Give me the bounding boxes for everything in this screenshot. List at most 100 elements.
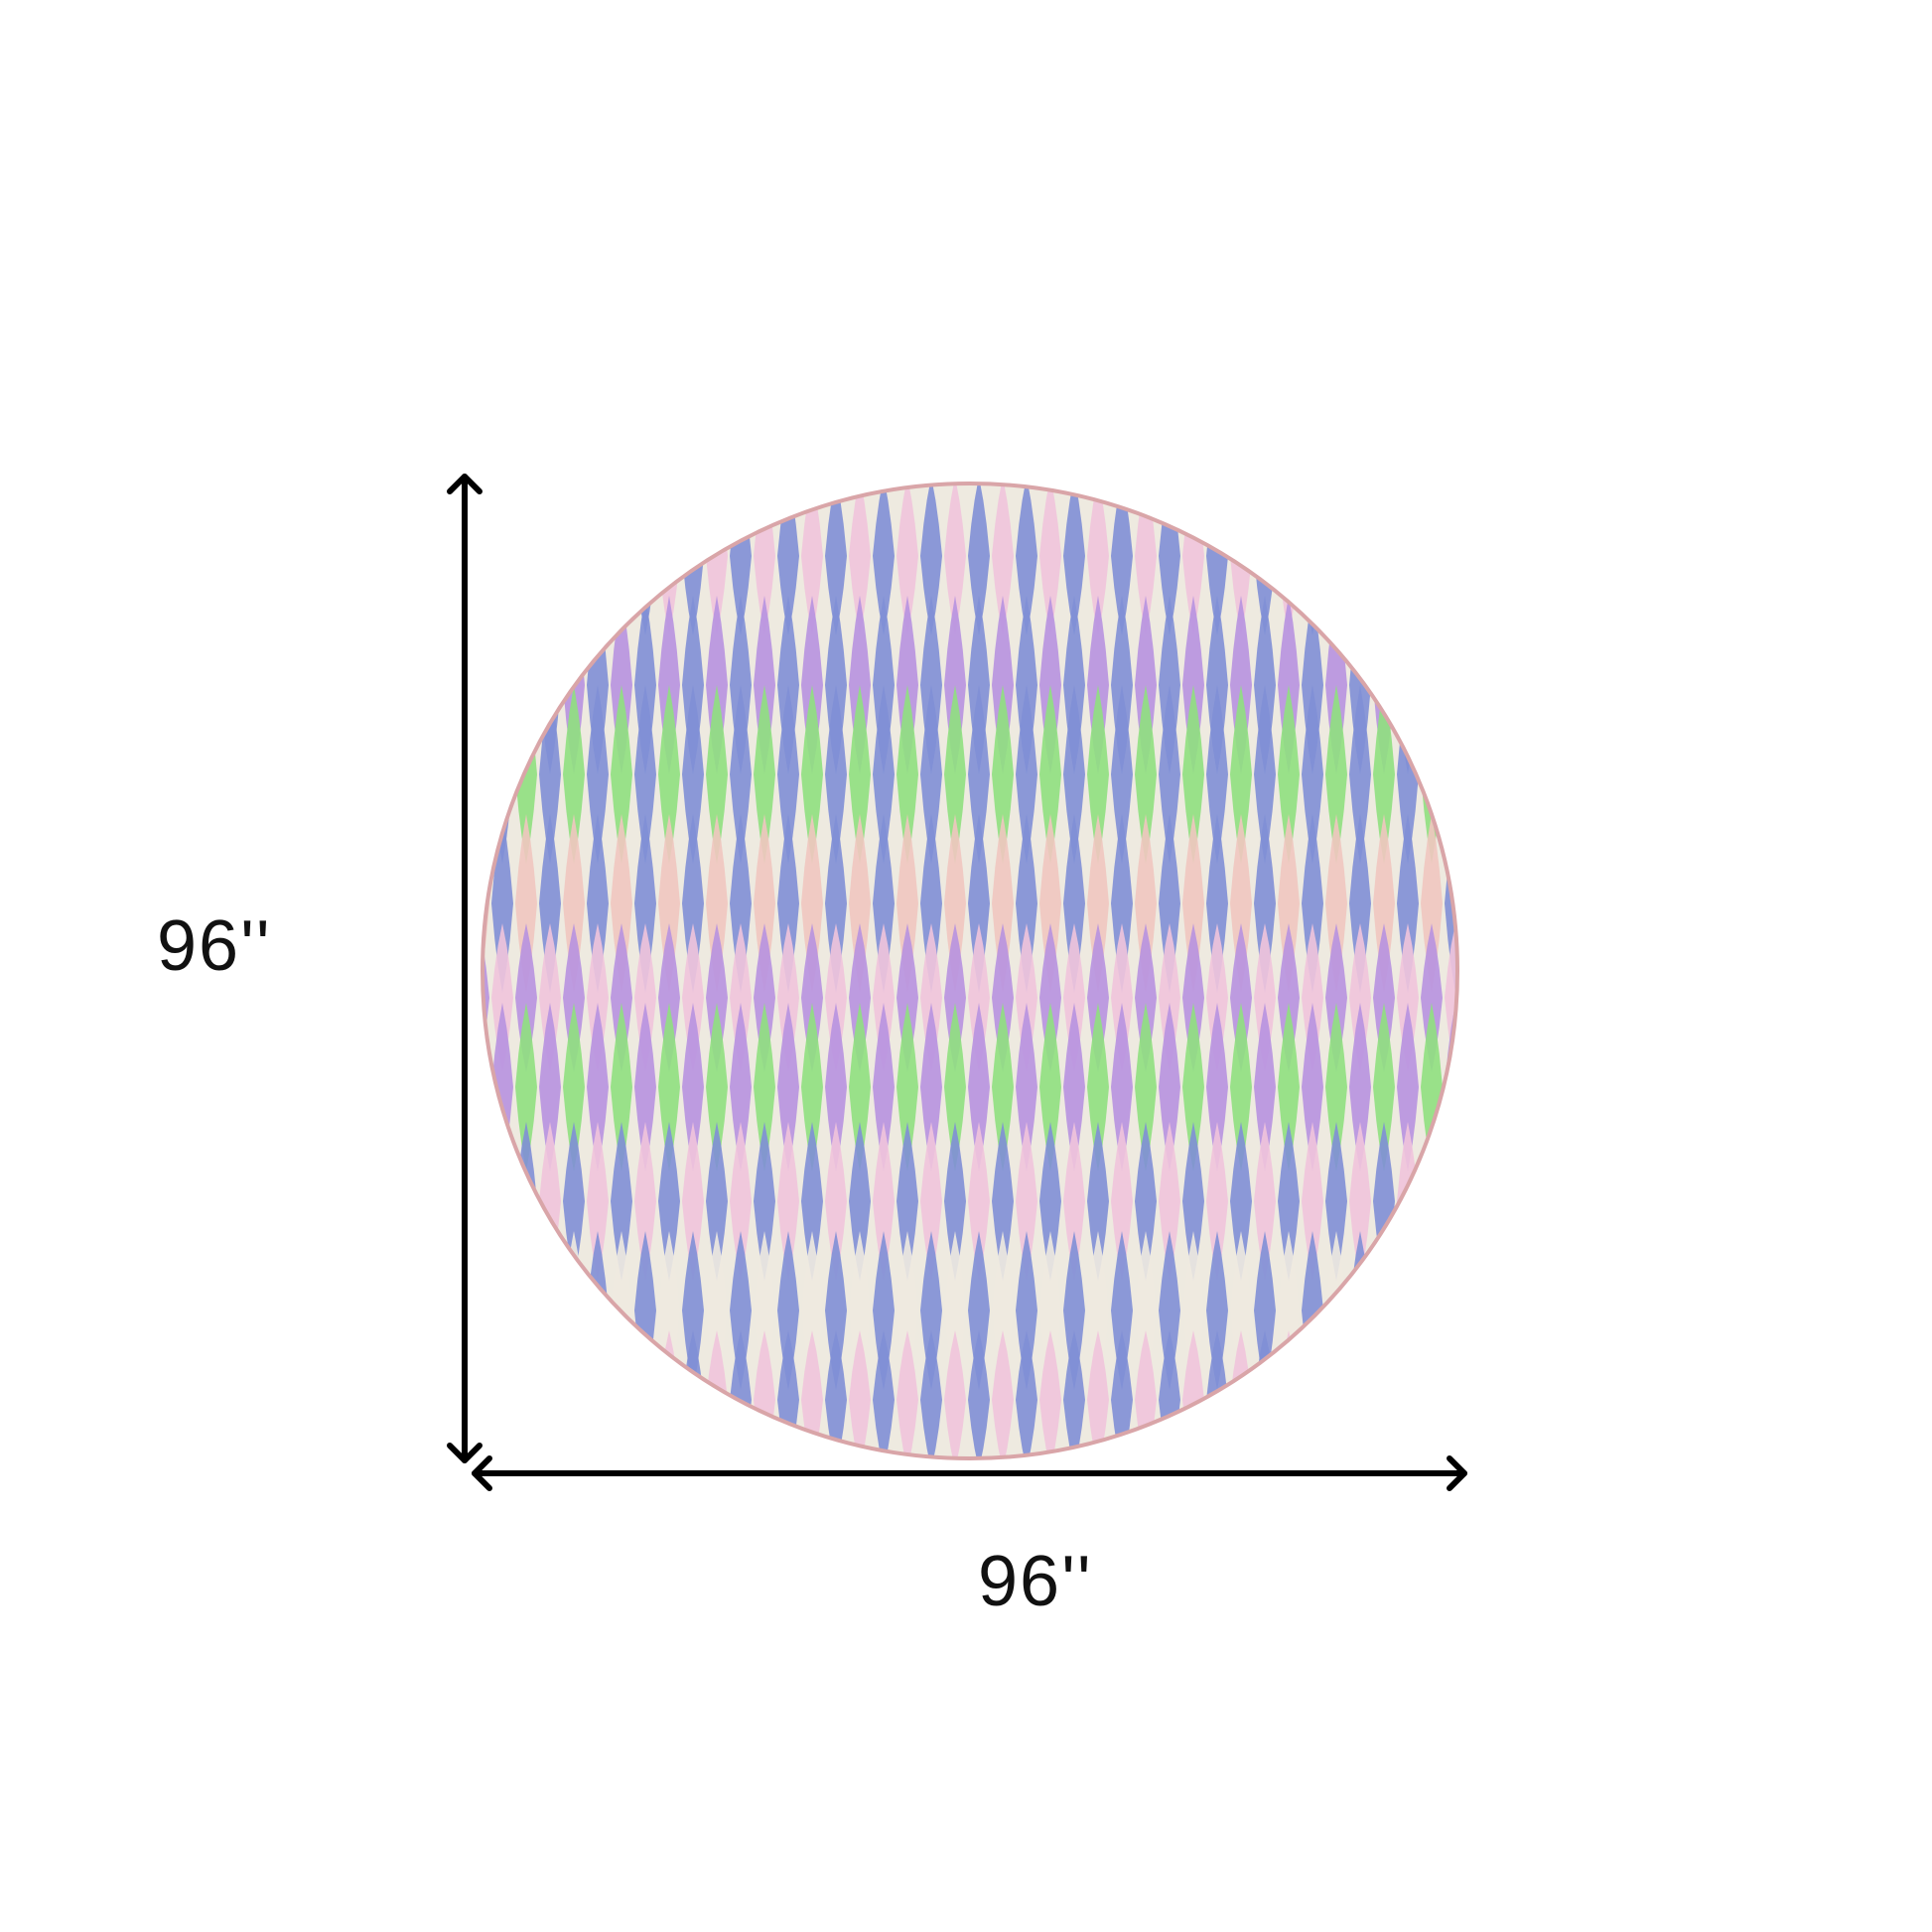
rug-motif bbox=[920, 1330, 942, 1459]
rug-motif bbox=[515, 1330, 537, 1459]
rug-motif bbox=[682, 923, 704, 1072]
rug-motif bbox=[968, 685, 990, 864]
rug-motif bbox=[968, 814, 990, 993]
rug-motif bbox=[539, 1330, 561, 1459]
rug-motif bbox=[1349, 1122, 1371, 1281]
rug-motif bbox=[1302, 483, 1323, 635]
rug-motif bbox=[1135, 685, 1157, 864]
rug-motif bbox=[1135, 1231, 1157, 1390]
rug-motif bbox=[1373, 483, 1395, 635]
rug-motif bbox=[634, 1122, 656, 1281]
rug-motif bbox=[825, 1231, 847, 1390]
rug-motif bbox=[1230, 923, 1252, 1072]
rug-motif bbox=[730, 814, 752, 993]
rug-motif bbox=[825, 483, 847, 635]
rug-motif bbox=[482, 1122, 489, 1281]
rug-motif bbox=[1373, 1330, 1395, 1459]
rug-motif bbox=[1159, 685, 1180, 864]
rug-motif bbox=[1230, 1122, 1252, 1281]
rug-motif bbox=[968, 1330, 990, 1459]
rug-motif bbox=[1349, 1330, 1371, 1459]
width-label: 96'' bbox=[978, 1542, 1093, 1621]
rug-motif bbox=[1397, 1231, 1419, 1390]
rug-motif bbox=[1087, 1231, 1109, 1390]
rug-motif bbox=[777, 685, 799, 864]
rug-motif bbox=[1087, 1330, 1109, 1459]
rug-motif bbox=[944, 814, 966, 993]
rug-motif bbox=[754, 814, 775, 993]
rug-motif bbox=[968, 483, 990, 635]
rug-motif bbox=[515, 1231, 537, 1390]
rug-motif bbox=[1111, 923, 1133, 1072]
rug-motif bbox=[1325, 814, 1347, 993]
rug-motif bbox=[634, 685, 656, 864]
rug-motif bbox=[754, 1231, 775, 1390]
rug-motif bbox=[491, 596, 513, 774]
rug-motif bbox=[1182, 1122, 1204, 1281]
rug-motif bbox=[1302, 1330, 1323, 1459]
rug-motif bbox=[587, 685, 609, 864]
rug-motif bbox=[1206, 1122, 1228, 1281]
rug-motif bbox=[920, 1231, 942, 1390]
rug-motif bbox=[706, 1231, 728, 1390]
rug-motif bbox=[1111, 814, 1133, 993]
rug-motif bbox=[1087, 1122, 1109, 1281]
rug-motif bbox=[1254, 923, 1276, 1072]
rug-motif bbox=[1039, 1330, 1061, 1459]
rug-motif bbox=[801, 1122, 823, 1281]
rug-motif bbox=[1063, 685, 1085, 864]
rug-motif bbox=[1135, 1122, 1157, 1281]
rug-motif bbox=[1016, 923, 1037, 1072]
rug-motif bbox=[515, 923, 537, 1072]
rug-motif bbox=[1468, 814, 1490, 993]
rug-motif bbox=[1349, 814, 1371, 993]
rug-motif bbox=[1349, 483, 1371, 635]
height-arrow-head-bottom bbox=[447, 1443, 483, 1463]
rug-motif bbox=[706, 685, 728, 864]
rug-motif bbox=[482, 685, 489, 864]
rug-motif bbox=[777, 1003, 799, 1172]
rug-motif bbox=[897, 483, 918, 635]
rug-motif bbox=[1421, 923, 1443, 1072]
rug-motif bbox=[611, 1122, 632, 1281]
rug-motif bbox=[1445, 1231, 1458, 1390]
rug-motif bbox=[1016, 814, 1037, 993]
rug-motif bbox=[849, 923, 871, 1072]
rug-motif bbox=[1468, 1122, 1490, 1281]
rug-motif bbox=[730, 923, 752, 1072]
rug-motif bbox=[1302, 685, 1323, 864]
rug-motif bbox=[968, 923, 990, 1072]
rug-motif bbox=[1182, 685, 1204, 864]
rug-motif bbox=[563, 483, 585, 635]
rug-motif bbox=[1468, 1330, 1490, 1469]
rug-motif bbox=[944, 685, 966, 864]
rug-motif bbox=[1468, 923, 1490, 1072]
rug-motif bbox=[1039, 814, 1061, 993]
rug-motif bbox=[873, 1330, 895, 1459]
rug-motif bbox=[1063, 1122, 1085, 1281]
rug-motif bbox=[1302, 1122, 1323, 1281]
rug-motif bbox=[1206, 814, 1228, 993]
rug-motif bbox=[849, 1122, 871, 1281]
rug-motif bbox=[920, 923, 942, 1072]
rug-motif bbox=[777, 1231, 799, 1390]
rug-motif bbox=[1111, 1003, 1133, 1172]
rug-motif bbox=[777, 923, 799, 1072]
rug-motif bbox=[563, 1330, 585, 1459]
rug-motif bbox=[897, 1003, 918, 1172]
rug-motif bbox=[992, 814, 1014, 993]
rug-motif bbox=[1159, 814, 1180, 993]
rug-motif bbox=[730, 1231, 752, 1390]
rug-motif bbox=[1373, 814, 1395, 993]
rug-motif bbox=[992, 685, 1014, 864]
rug-motif bbox=[482, 1231, 489, 1390]
rug-motif bbox=[1016, 685, 1037, 864]
rug-motif bbox=[515, 483, 537, 635]
rug-motif bbox=[849, 1231, 871, 1390]
rug-motif bbox=[539, 923, 561, 1072]
rug-motif bbox=[1254, 1003, 1276, 1172]
rug-motif bbox=[1278, 923, 1300, 1072]
rug-motif bbox=[1254, 1122, 1276, 1281]
rug-motif bbox=[873, 483, 895, 635]
rug-motif bbox=[587, 1330, 609, 1459]
